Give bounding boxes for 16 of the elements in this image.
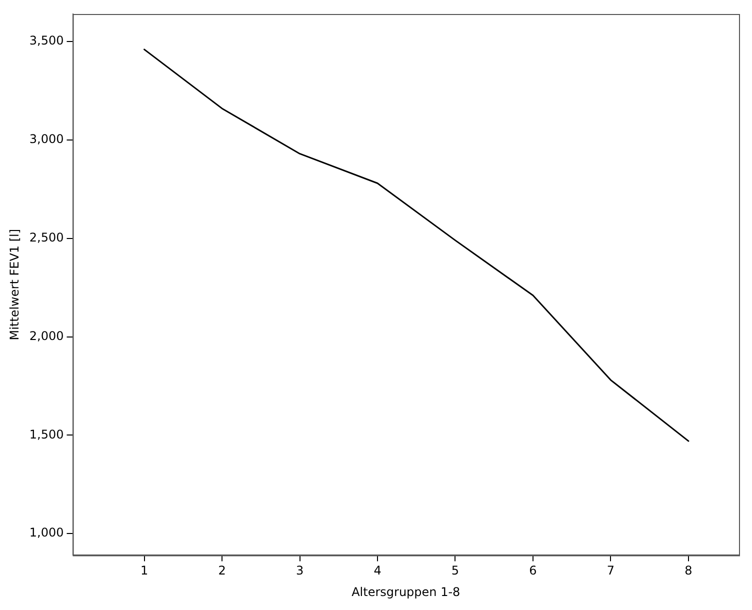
x-tick-label: 1 [140, 564, 148, 578]
y-tick-label: 1,000 [29, 526, 64, 540]
y-tick-label: 3,000 [29, 132, 64, 146]
y-axis-title: Mittelwert FEV1 [l] [7, 228, 22, 340]
x-tick-label: 8 [684, 564, 692, 578]
x-tick-label: 7 [606, 564, 615, 578]
x-tick-label: 6 [529, 564, 537, 578]
x-tick-label: 5 [451, 564, 460, 578]
x-tick-label: 2 [218, 564, 226, 578]
y-tick-label: 2,500 [29, 230, 64, 244]
y-tick-label: 2,000 [29, 328, 64, 343]
x-tick-label: 4 [374, 564, 382, 578]
x-axis-title: Altersgruppen 1-8 [352, 584, 460, 599]
y-tick-label: 3,500 [29, 34, 64, 48]
y-tick-label: 1,500 [29, 427, 64, 442]
x-tick-label: 3 [296, 564, 304, 578]
